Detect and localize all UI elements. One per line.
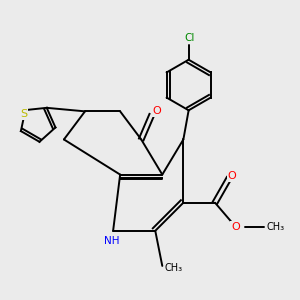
Text: NH: NH — [103, 236, 119, 246]
Text: O: O — [227, 171, 236, 181]
Text: O: O — [153, 106, 161, 116]
Text: CH₃: CH₃ — [164, 263, 183, 273]
Text: O: O — [231, 222, 240, 232]
Text: CH₃: CH₃ — [266, 222, 284, 232]
Text: S: S — [20, 109, 27, 119]
Text: Cl: Cl — [184, 33, 194, 43]
